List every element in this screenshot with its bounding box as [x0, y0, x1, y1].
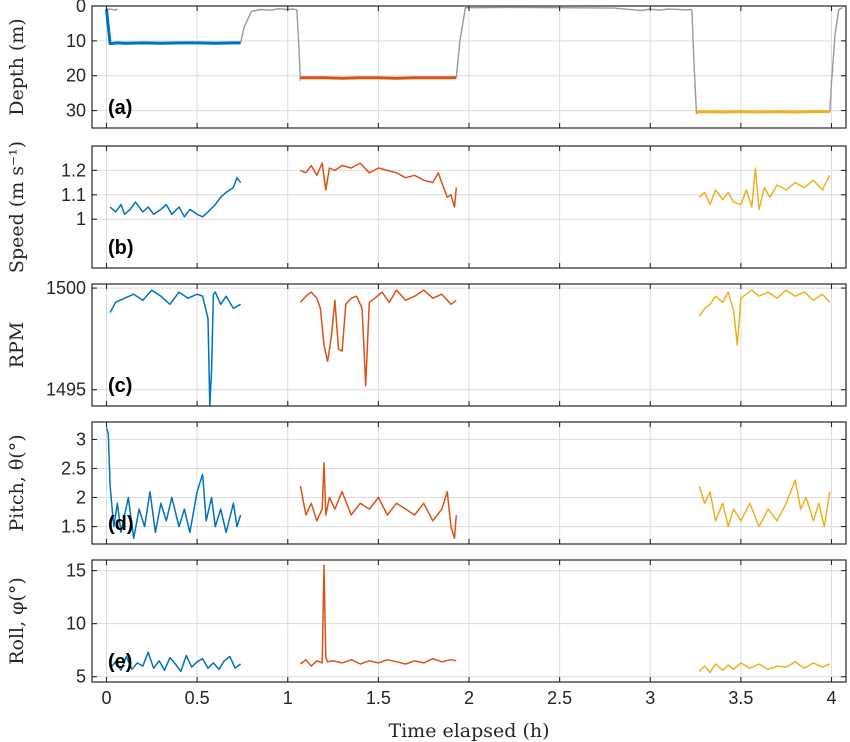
series-line-2: [698, 289, 831, 346]
x-tick-label: 3: [645, 688, 655, 708]
x-tick-label: 2.5: [547, 688, 572, 708]
panel-tag: (c): [108, 375, 132, 397]
series-line-3: [455, 6, 692, 78]
y-tick-label: 30: [66, 101, 86, 121]
series-line-0: [106, 7, 118, 11]
panel-tag: (b): [108, 237, 134, 259]
x-tick-label: 1.5: [366, 688, 391, 708]
x-tick-label: 0: [101, 688, 111, 708]
y-tick-label: 1500: [46, 278, 86, 298]
series-line-1: [300, 162, 458, 208]
y-tick-label: 1.1: [61, 185, 86, 205]
series-line-2: [296, 9, 302, 81]
series-line-6: [105, 9, 241, 46]
series-group: [105, 427, 831, 539]
y-tick-label: 5: [76, 667, 86, 687]
panel-tag: (d): [108, 513, 134, 535]
series-line-1: [299, 289, 457, 387]
series-line-0: [109, 176, 242, 218]
series-group: [105, 6, 843, 115]
y-tick-label: 1.2: [61, 160, 86, 180]
panel-a: 0 10 20 30 Depth (m) (a): [6, 0, 847, 129]
x-tick-label: 4: [826, 688, 836, 708]
series-group: [109, 564, 830, 674]
series-line-2: [698, 479, 831, 528]
y-axis-label: Pitch, θ(°): [6, 434, 28, 531]
series-line-1: [239, 8, 297, 43]
panel-tag: (a): [108, 97, 132, 119]
x-axis: 0 0.5 1 1.5 2 2.5 3 3.5 4 Time elapsed (h): [101, 688, 836, 742]
series-line-1: [299, 461, 458, 539]
series-line-0: [105, 427, 242, 539]
x-tick-label: 0.5: [185, 688, 210, 708]
y-axis-label: Roll, φ(°): [6, 577, 28, 665]
series-line-0: [109, 289, 241, 406]
panel-b: 1 1.1 1.2 Speed (m s⁻¹) (b): [6, 141, 847, 273]
series-group: [109, 289, 831, 406]
y-axis-label: Speed (m s⁻¹): [6, 141, 28, 273]
x-tick-label: 1: [283, 688, 293, 708]
series-line-0: [109, 651, 242, 673]
panel-d: 1.5 2 2.5 3 Pitch, θ(°) (d): [6, 421, 847, 545]
y-axis-label: RPM: [6, 322, 28, 369]
series-line-1: [299, 564, 457, 667]
y-axis-label: Depth (m): [6, 18, 28, 115]
panel-c: 1495 1500 RPM (c): [6, 278, 847, 407]
y-tick-label: 10: [66, 31, 86, 51]
series-group: [109, 162, 831, 218]
y-tick-label: 2: [76, 488, 86, 508]
y-tick-label: 10: [66, 614, 86, 634]
series-line-2: [698, 661, 830, 674]
x-tick-label: 3.5: [728, 688, 753, 708]
y-tick-label: 1495: [46, 380, 86, 400]
panel-e: 5 10 15 Roll, φ(°) (e): [6, 559, 847, 687]
series-line-4: [691, 9, 698, 115]
panel-tag: (e): [108, 651, 132, 673]
y-tick-label: 2.5: [61, 458, 86, 478]
y-tick-label: 1.5: [61, 517, 86, 537]
y-tick-label: 0: [76, 0, 86, 16]
x-tick-label: 2: [464, 688, 474, 708]
y-tick-label: 20: [66, 66, 86, 86]
panels: 0 10 20 30 Depth (m) (a) 1 1.1 1.2 Speed (m s⁻¹) (…: [6, 0, 847, 687]
y-tick-label: 15: [66, 561, 86, 581]
y-tick-label: 1: [76, 209, 86, 229]
x-axis-label: Time elapsed (h): [388, 720, 549, 742]
series-line-5: [829, 7, 843, 113]
series-line-2: [698, 167, 831, 211]
y-tick-label: 3: [76, 429, 86, 449]
